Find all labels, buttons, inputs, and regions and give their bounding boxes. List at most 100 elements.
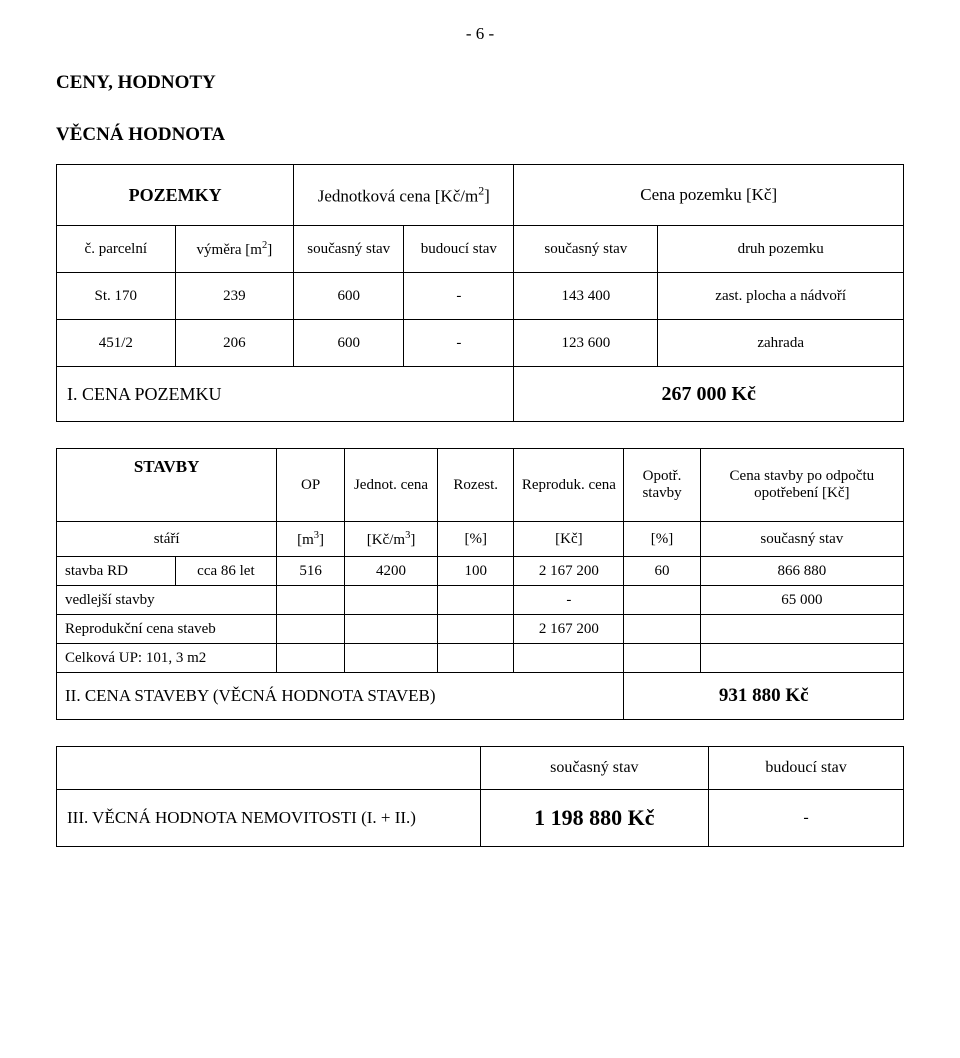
pozemky-row-1: 451/2 206 600 - 123 600 zahrada (57, 320, 904, 367)
col-opotr: Opotř. stavby (624, 449, 700, 522)
cube-sup: 3] (405, 532, 415, 548)
cell: 2 167 200 (514, 557, 624, 586)
stavby-title: STAVBY (57, 449, 277, 486)
cell: 206 (175, 320, 294, 367)
cell: 866 880 (700, 557, 903, 586)
unit-m3: [m3] (277, 522, 345, 557)
unit-pct: [%] (438, 522, 514, 557)
cell (700, 615, 903, 644)
cell: - (404, 273, 514, 320)
col-druh: druh pozemku (658, 226, 904, 273)
pozemky-header-1: POZEMKY Jednotková cena [Kč/m2] Cena poz… (57, 165, 904, 226)
cell: 600 (294, 273, 404, 320)
vecna-budouci: budoucí stav (709, 747, 904, 790)
col-vymera: výměra [m2] (175, 226, 294, 273)
page-number: - 6 - (56, 24, 904, 44)
cell (624, 615, 700, 644)
col-budouci: budoucí stav (404, 226, 514, 273)
cena-staveby-value: 931 880 Kč (624, 673, 904, 720)
stavby-row-0: stavba RD cca 86 let 516 4200 100 2 167 … (57, 557, 904, 586)
cell (344, 586, 437, 615)
cell: Reprodukční cena staveb (57, 615, 277, 644)
cell: 143 400 (514, 273, 658, 320)
cell: 239 (175, 273, 294, 320)
cell (438, 644, 514, 673)
col-parcelni: č. parcelní (57, 226, 176, 273)
pozemky-row-0: St. 170 239 600 - 143 400 zast. plocha a… (57, 273, 904, 320)
stavby-row-3: Celková UP: 101, 3 m2 (57, 644, 904, 673)
cell: 65 000 (700, 586, 903, 615)
vecna-value: 1 198 880 Kč (480, 790, 709, 847)
unit-kcm3: [Kč/m3] (344, 522, 437, 557)
unit-kcm3-label: [Kč/m (367, 532, 405, 548)
table-stavby: STAVBY OP Jednot. cena Rozest. Reproduk.… (56, 448, 904, 720)
unit-soucasny: současný stav (700, 522, 903, 557)
cell: 100 (438, 557, 514, 586)
cell (277, 586, 345, 615)
cell: 60 (624, 557, 700, 586)
vecna-soucasny: současný stav (480, 747, 709, 790)
cell: 4200 (344, 557, 437, 586)
cell: cca 86 let (175, 557, 277, 586)
col-soucasny: současný stav (294, 226, 404, 273)
cell: vedlejší stavby (57, 586, 277, 615)
sq-sup: 2] (478, 186, 490, 205)
col-reproduk: Reproduk. cena (514, 449, 624, 522)
cell: 516 (277, 557, 345, 586)
cell: - (404, 320, 514, 367)
table-vecna: současný stav budoucí stav III. VĚCNÁ HO… (56, 746, 904, 847)
pozemky-title: POZEMKY (57, 165, 294, 226)
unit-m3-label: [m (297, 532, 314, 548)
cell (438, 615, 514, 644)
stavby-row-1: vedlejší stavby - 65 000 (57, 586, 904, 615)
vecna-blank (57, 747, 481, 790)
vecna-header: současný stav budoucí stav (57, 747, 904, 790)
cena-staveby-row: II. CENA STAVEBY (VĚCNÁ HODNOTA STAVEB) … (57, 673, 904, 720)
unit-kc: [Kč] (514, 522, 624, 557)
cube-sup: 3] (314, 532, 324, 548)
stavby-header-2: stáří [m3] [Kč/m3] [%] [Kč] [%] současný… (57, 522, 904, 557)
cell (514, 644, 624, 673)
cell (344, 644, 437, 673)
cell (700, 644, 903, 673)
cell (624, 586, 700, 615)
col-rozest: Rozest. (438, 449, 514, 522)
cell: 123 600 (514, 320, 658, 367)
cell (277, 615, 345, 644)
cell: 600 (294, 320, 404, 367)
stavby-header-1: STAVBY OP Jednot. cena Rozest. Reproduk.… (57, 449, 904, 486)
pozemky-jednotkova-header: Jednotková cena [Kč/m2] (294, 165, 514, 226)
vecna-label: III. VĚCNÁ HODNOTA NEMOVITOSTI (I. + II.… (57, 790, 481, 847)
vecna-budouci-value: - (709, 790, 904, 847)
cell: St. 170 (57, 273, 176, 320)
cell (438, 586, 514, 615)
pozemky-header-2: č. parcelní výměra [m2] současný stav bu… (57, 226, 904, 273)
cell (624, 644, 700, 673)
pozemky-cena-header: Cena pozemku [Kč] (514, 165, 904, 226)
heading-ceny-hodnoty: CENY, HODNOTY (56, 72, 904, 94)
cell: Celková UP: 101, 3 m2 (57, 644, 277, 673)
col-soucasny-2: současný stav (514, 226, 658, 273)
stari-label: stáří (57, 522, 277, 557)
page: - 6 - CENY, HODNOTY VĚCNÁ HODNOTA POZEMK… (0, 0, 960, 1058)
cell: - (514, 586, 624, 615)
jednotkova-cena-label: Jednotková cena [Kč/m (318, 186, 479, 205)
cell: zahrada (658, 320, 904, 367)
heading-vecna-hodnota: VĚCNÁ HODNOTA (56, 124, 904, 146)
cena-pozemku-label: I. CENA POZEMKU (57, 367, 514, 422)
cell: 451/2 (57, 320, 176, 367)
table-pozemky: POZEMKY Jednotková cena [Kč/m2] Cena poz… (56, 164, 904, 422)
cell (344, 615, 437, 644)
col-op: OP (277, 449, 345, 522)
unit-pct-2: [%] (624, 522, 700, 557)
cell: zast. plocha a nádvoří (658, 273, 904, 320)
cell (277, 644, 345, 673)
sq-sup: 2] (262, 242, 272, 258)
cell: stavba RD (57, 557, 176, 586)
vecna-value-row: III. VĚCNÁ HODNOTA NEMOVITOSTI (I. + II.… (57, 790, 904, 847)
col-vymera-label: výměra [m (197, 242, 262, 258)
cell: 2 167 200 (514, 615, 624, 644)
stavby-blank (57, 485, 277, 522)
col-jednot: Jednot. cena (344, 449, 437, 522)
cena-pozemku-value: 267 000 Kč (514, 367, 904, 422)
